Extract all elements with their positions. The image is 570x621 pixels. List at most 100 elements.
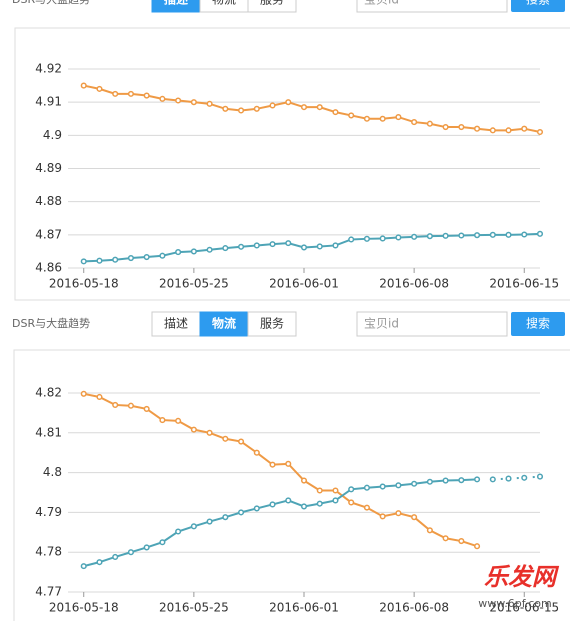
- data-point: [80, 82, 87, 89]
- data-point: [442, 477, 449, 484]
- data-point: [458, 477, 465, 484]
- tab[interactable]: [199, 311, 249, 337]
- data-point: [127, 90, 134, 97]
- search-button[interactable]: [511, 312, 565, 336]
- data-point: [112, 90, 119, 97]
- tab-label[interactable]: 物流: [212, 316, 236, 331]
- data-point: [536, 230, 544, 237]
- data-point: [300, 104, 308, 111]
- data-point: [521, 125, 528, 132]
- y-tick-label: 4.92: [35, 62, 62, 76]
- tab-label[interactable]: 服务: [260, 316, 284, 331]
- data-point: [159, 539, 166, 546]
- data-point: [489, 127, 496, 134]
- data-point: [489, 476, 496, 483]
- y-tick-label: 4.79: [35, 505, 62, 519]
- series-line: [83, 392, 478, 548]
- data-point: [536, 473, 544, 480]
- data-point: [285, 240, 292, 247]
- data-point: [159, 95, 166, 102]
- data-point: [143, 405, 150, 412]
- y-tick-label: 4.8: [43, 465, 62, 479]
- data-point: [175, 528, 182, 535]
- x-tick-label: 2016-06-08: [379, 277, 449, 291]
- tab[interactable]: [151, 311, 201, 337]
- watermark-url: www.6pf.com: [478, 597, 552, 610]
- data-point: [411, 119, 418, 126]
- data-point: [395, 482, 402, 489]
- tab[interactable]: [151, 0, 201, 13]
- data-point: [190, 99, 197, 106]
- x-tick-label: 2016-05-18: [49, 277, 119, 291]
- data-point: [442, 535, 449, 542]
- search-button-label[interactable]: 搜索: [526, 316, 550, 331]
- data-point: [426, 233, 433, 240]
- data-point: [316, 243, 323, 250]
- data-point: [127, 549, 134, 556]
- data-point: [253, 105, 260, 112]
- y-tick-label: 4.9: [43, 128, 62, 142]
- data-point: [505, 127, 512, 134]
- data-point: [253, 449, 260, 456]
- search-placeholder: 宝贝id: [364, 317, 399, 331]
- data-point: [127, 254, 134, 262]
- data-point: [426, 120, 433, 127]
- data-point: [269, 461, 276, 468]
- data-point: [112, 553, 119, 561]
- series-line: [83, 84, 541, 133]
- search-button[interactable]: [511, 0, 565, 12]
- x-tick-label: 2016-05-25: [159, 277, 229, 291]
- data-point: [474, 125, 481, 132]
- data-point: [395, 510, 402, 517]
- data-point: [143, 92, 150, 99]
- data-point: [285, 497, 292, 504]
- data-point: [489, 231, 496, 238]
- data-point: [222, 435, 229, 442]
- data-point: [269, 102, 276, 109]
- data-point: [175, 97, 182, 104]
- tab[interactable]: [247, 311, 297, 337]
- series-line: [492, 475, 541, 481]
- data-point: [238, 243, 245, 250]
- data-point: [300, 503, 308, 510]
- data-point: [300, 477, 308, 484]
- data-point: [348, 112, 355, 119]
- tab-label[interactable]: 描述: [164, 317, 188, 331]
- data-point: [112, 401, 119, 408]
- data-point: [505, 475, 512, 482]
- data-point: [332, 242, 339, 249]
- data-point: [127, 402, 134, 409]
- tab-label[interactable]: 物流: [212, 0, 236, 7]
- x-tick-label: 2016-06-15: [489, 277, 559, 291]
- x-tick-label: 2016-05-25: [159, 601, 229, 615]
- search-input[interactable]: [356, 0, 508, 13]
- x-tick-label: 2016-06-08: [379, 601, 449, 615]
- tab[interactable]: [199, 0, 249, 13]
- data-point: [253, 242, 260, 249]
- search-button-label[interactable]: 搜索: [526, 0, 550, 7]
- series-line: [83, 232, 541, 263]
- toolbar-title: DSR与大盘趋势: [12, 316, 90, 330]
- search-input[interactable]: [356, 311, 508, 337]
- x-tick-label: 2016-05-18: [49, 601, 119, 615]
- series-line: [83, 478, 478, 568]
- data-point: [316, 104, 323, 111]
- data-point: [206, 100, 213, 107]
- x-tick-label: 2016-06-01: [269, 601, 339, 615]
- data-point: [474, 476, 481, 483]
- data-point: [395, 114, 402, 121]
- data-point: [80, 563, 87, 570]
- data-point: [505, 231, 512, 238]
- data-point: [348, 236, 355, 243]
- data-point: [190, 523, 197, 530]
- tab-label[interactable]: 服务: [260, 0, 284, 7]
- tab[interactable]: [247, 0, 297, 13]
- y-tick-label: 4.82: [35, 386, 62, 400]
- data-point: [426, 527, 433, 534]
- data-point: [269, 241, 276, 248]
- tab-label[interactable]: 描述: [164, 0, 188, 7]
- watermark-text: 乐发网: [484, 563, 560, 591]
- data-point: [363, 115, 370, 122]
- data-point: [238, 509, 245, 516]
